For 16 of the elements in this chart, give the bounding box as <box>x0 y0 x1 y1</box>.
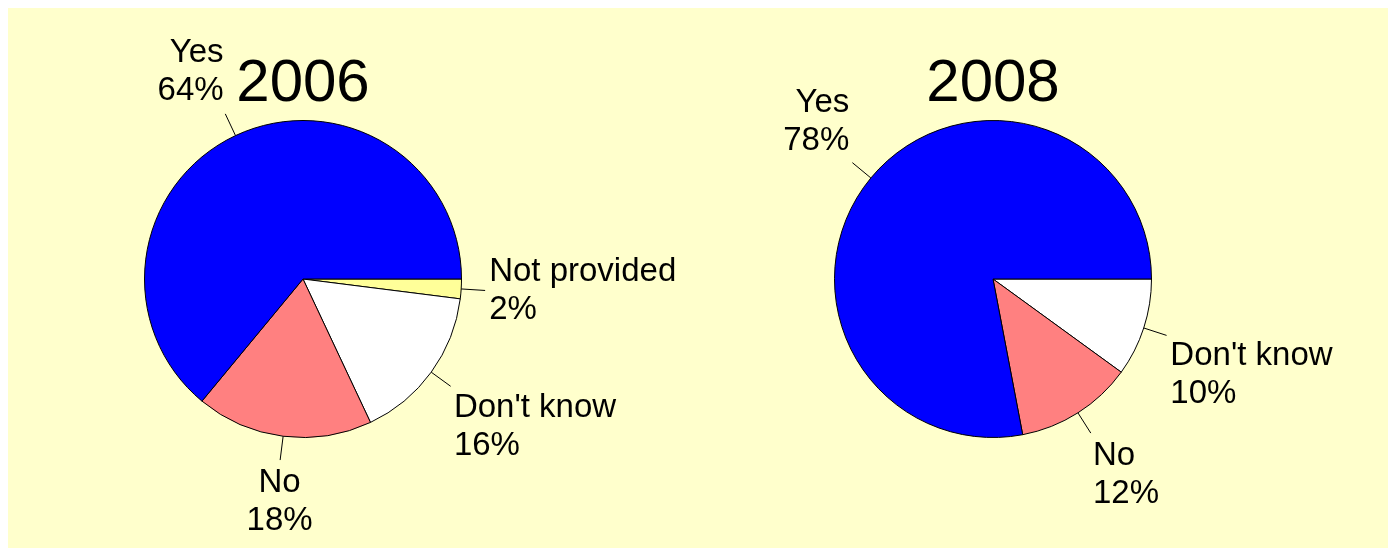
slice-label: Yes <box>169 32 224 70</box>
data-label: 2% <box>489 288 537 326</box>
data-label: 64% <box>157 70 224 108</box>
data-label: 12% <box>1092 472 1159 510</box>
data-label: 78% <box>783 120 850 158</box>
slice-label: Don't know <box>453 386 617 424</box>
chart-title: 2008 <box>926 46 1060 114</box>
data-label: 10% <box>1170 372 1237 410</box>
slice-label: Yes <box>795 82 850 120</box>
slice-label: Don't know <box>1170 334 1333 372</box>
data-label: 18% <box>246 500 313 538</box>
slice-label: Not provided <box>489 250 677 288</box>
chart-title: 2006 <box>236 46 370 114</box>
slice-label: No <box>1092 434 1136 472</box>
slice-label: No <box>258 462 301 500</box>
data-label: 16% <box>453 424 520 462</box>
